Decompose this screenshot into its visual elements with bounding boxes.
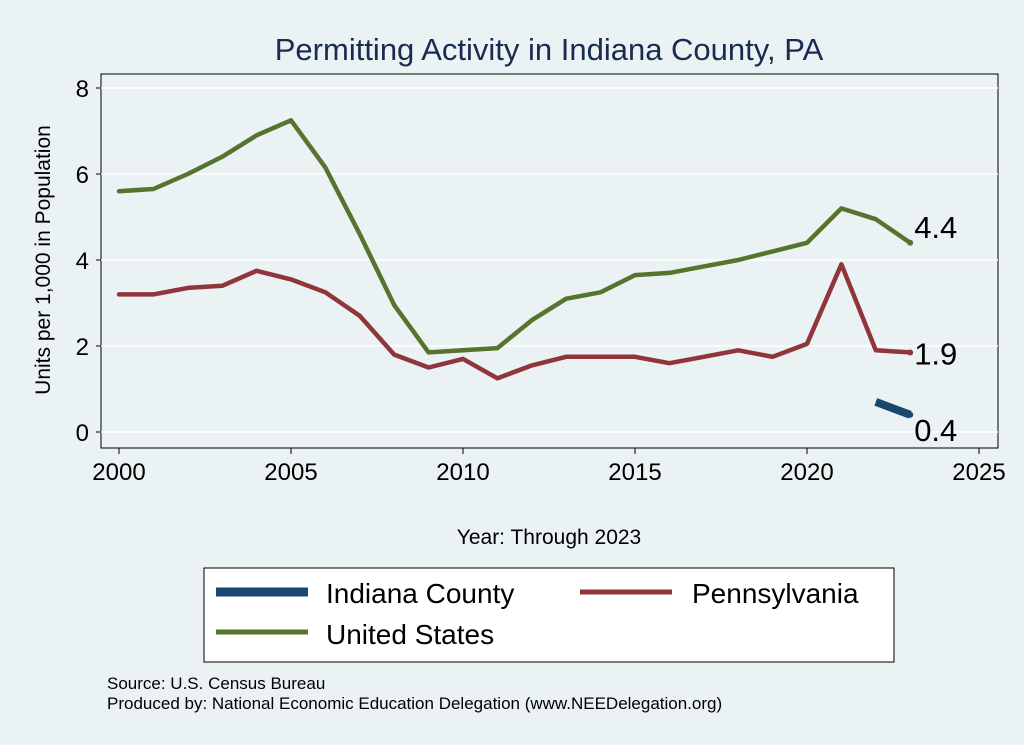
y-tick-label-4: 4 <box>76 248 89 275</box>
produced-by-note: Produced by: National Economic Education… <box>107 694 722 713</box>
legend-label-indiana-county: Indiana County <box>326 578 514 609</box>
plot-area <box>100 73 999 449</box>
series-line-pennsylvania <box>116 262 913 381</box>
series-group <box>116 118 914 419</box>
legend-label-united-states: United States <box>326 619 494 650</box>
legend: Indiana County Pennsylvania United State… <box>203 567 895 663</box>
legend-box <box>203 567 895 663</box>
y-tick-label-6: 6 <box>76 162 89 189</box>
series-line-indiana-county <box>874 398 912 419</box>
x-tick-label-2015: 2015 <box>608 459 661 486</box>
end-labels: 0.4 1.9 4.4 <box>914 210 957 448</box>
y-axis-label: Units per 1,000 in Population <box>32 125 55 395</box>
y-tick-label-2: 2 <box>76 334 89 361</box>
end-label-pennsylvania: 1.9 <box>914 336 957 371</box>
end-label-united-states: 4.4 <box>914 210 957 245</box>
series-line-united-states <box>116 118 913 355</box>
source-note: Source: U.S. Census Bureau <box>107 674 325 693</box>
legend-label-pennsylvania: Pennsylvania <box>692 578 859 609</box>
x-tick-label-2020: 2020 <box>780 459 833 486</box>
x-tick-label-2000: 2000 <box>92 459 145 486</box>
x-tick-label-2005: 2005 <box>264 459 317 486</box>
series-endpoint-united-states <box>907 239 914 246</box>
axes: 0 2 4 6 8 2000 2005 2010 2015 2020 2025 <box>76 76 1006 486</box>
y-tick-label-8: 8 <box>76 76 89 103</box>
series-endpoint-pennsylvania <box>907 349 914 356</box>
x-tick-label-2025: 2025 <box>952 459 1005 486</box>
end-label-indiana-county: 0.4 <box>914 413 957 448</box>
series-endpoint-indiana-county <box>907 411 914 418</box>
x-axis-label: Year: Through 2023 <box>457 526 642 549</box>
grid <box>101 87 998 433</box>
y-tick-label-0: 0 <box>76 420 89 447</box>
chart-title: Permitting Activity in Indiana County, P… <box>275 32 824 67</box>
x-tick-label-2010: 2010 <box>436 459 489 486</box>
